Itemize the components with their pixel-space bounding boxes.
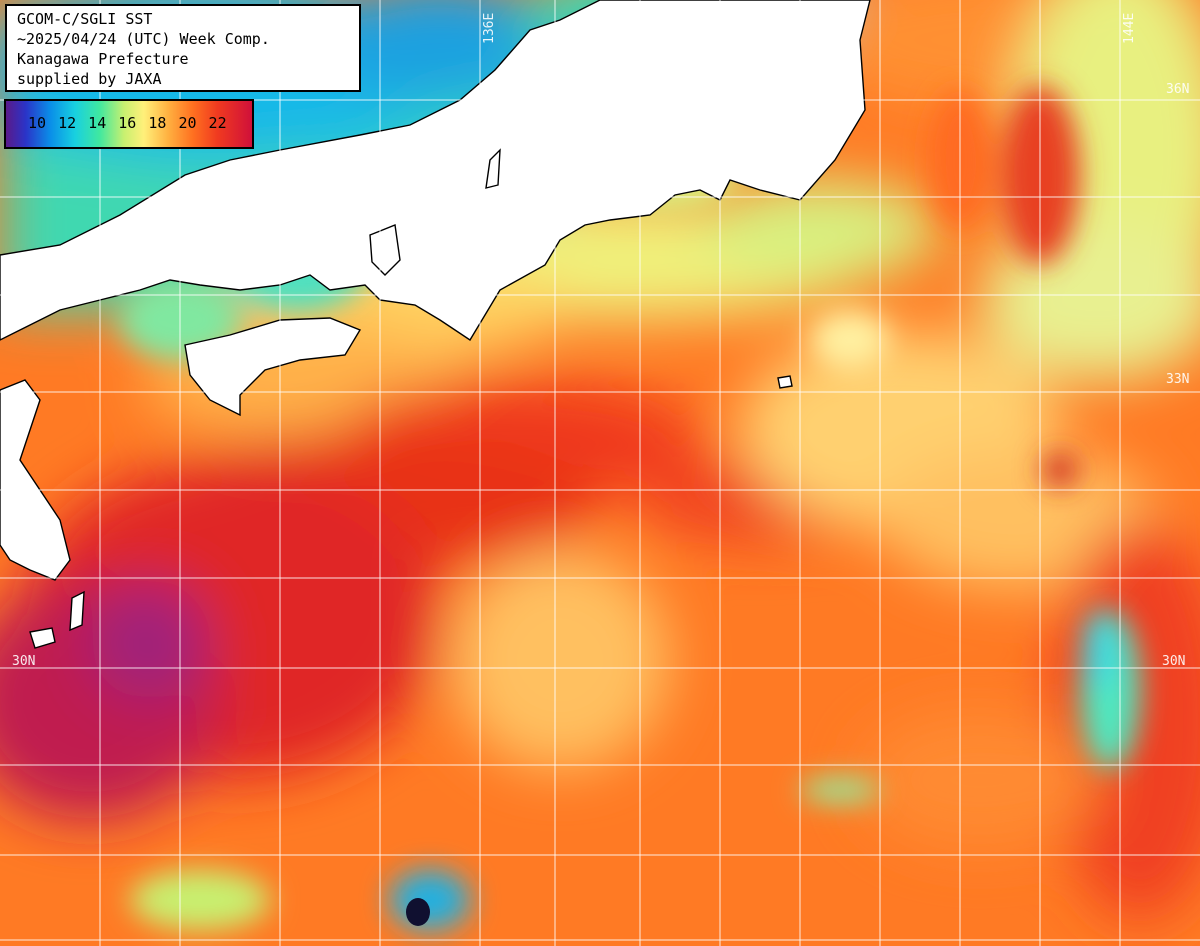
lat-label-36n: 36N [1166, 82, 1190, 97]
color-scale-legend: 10 12 14 16 18 20 22 [4, 99, 254, 149]
land-island-sado [485, 148, 501, 189]
title-line-product: GCOM-C/SGLI SST [17, 10, 153, 28]
title-line-date: ~2025/04/24 (UTC) Week Comp. [17, 30, 270, 48]
legend-tick-labels: 10 12 14 16 18 20 22 [28, 114, 227, 132]
land-island-oshima [777, 375, 793, 389]
land-japan [0, 0, 871, 649]
lat-label-30n-right: 30N [1162, 654, 1186, 669]
lon-label-136e: 136E [482, 12, 497, 44]
title-line-provider: Kanagawa Prefecture [17, 50, 189, 68]
dark-pixel-patch [406, 898, 430, 926]
land-honshu [0, 0, 871, 341]
lon-label-144e: 144E [1122, 12, 1137, 44]
lat-label-33n: 33N [1166, 372, 1190, 387]
land-island-tanegashima [29, 627, 56, 649]
map-title-box: GCOM-C/SGLI SST ~2025/04/24 (UTC) Week C… [5, 4, 361, 92]
land-awaji [369, 224, 401, 276]
title-line-credit: supplied by JAXA [17, 70, 162, 88]
land-kyushu [0, 379, 71, 581]
land-island-yakushima [69, 590, 85, 632]
lat-label-30n-left: 30N [12, 654, 36, 669]
